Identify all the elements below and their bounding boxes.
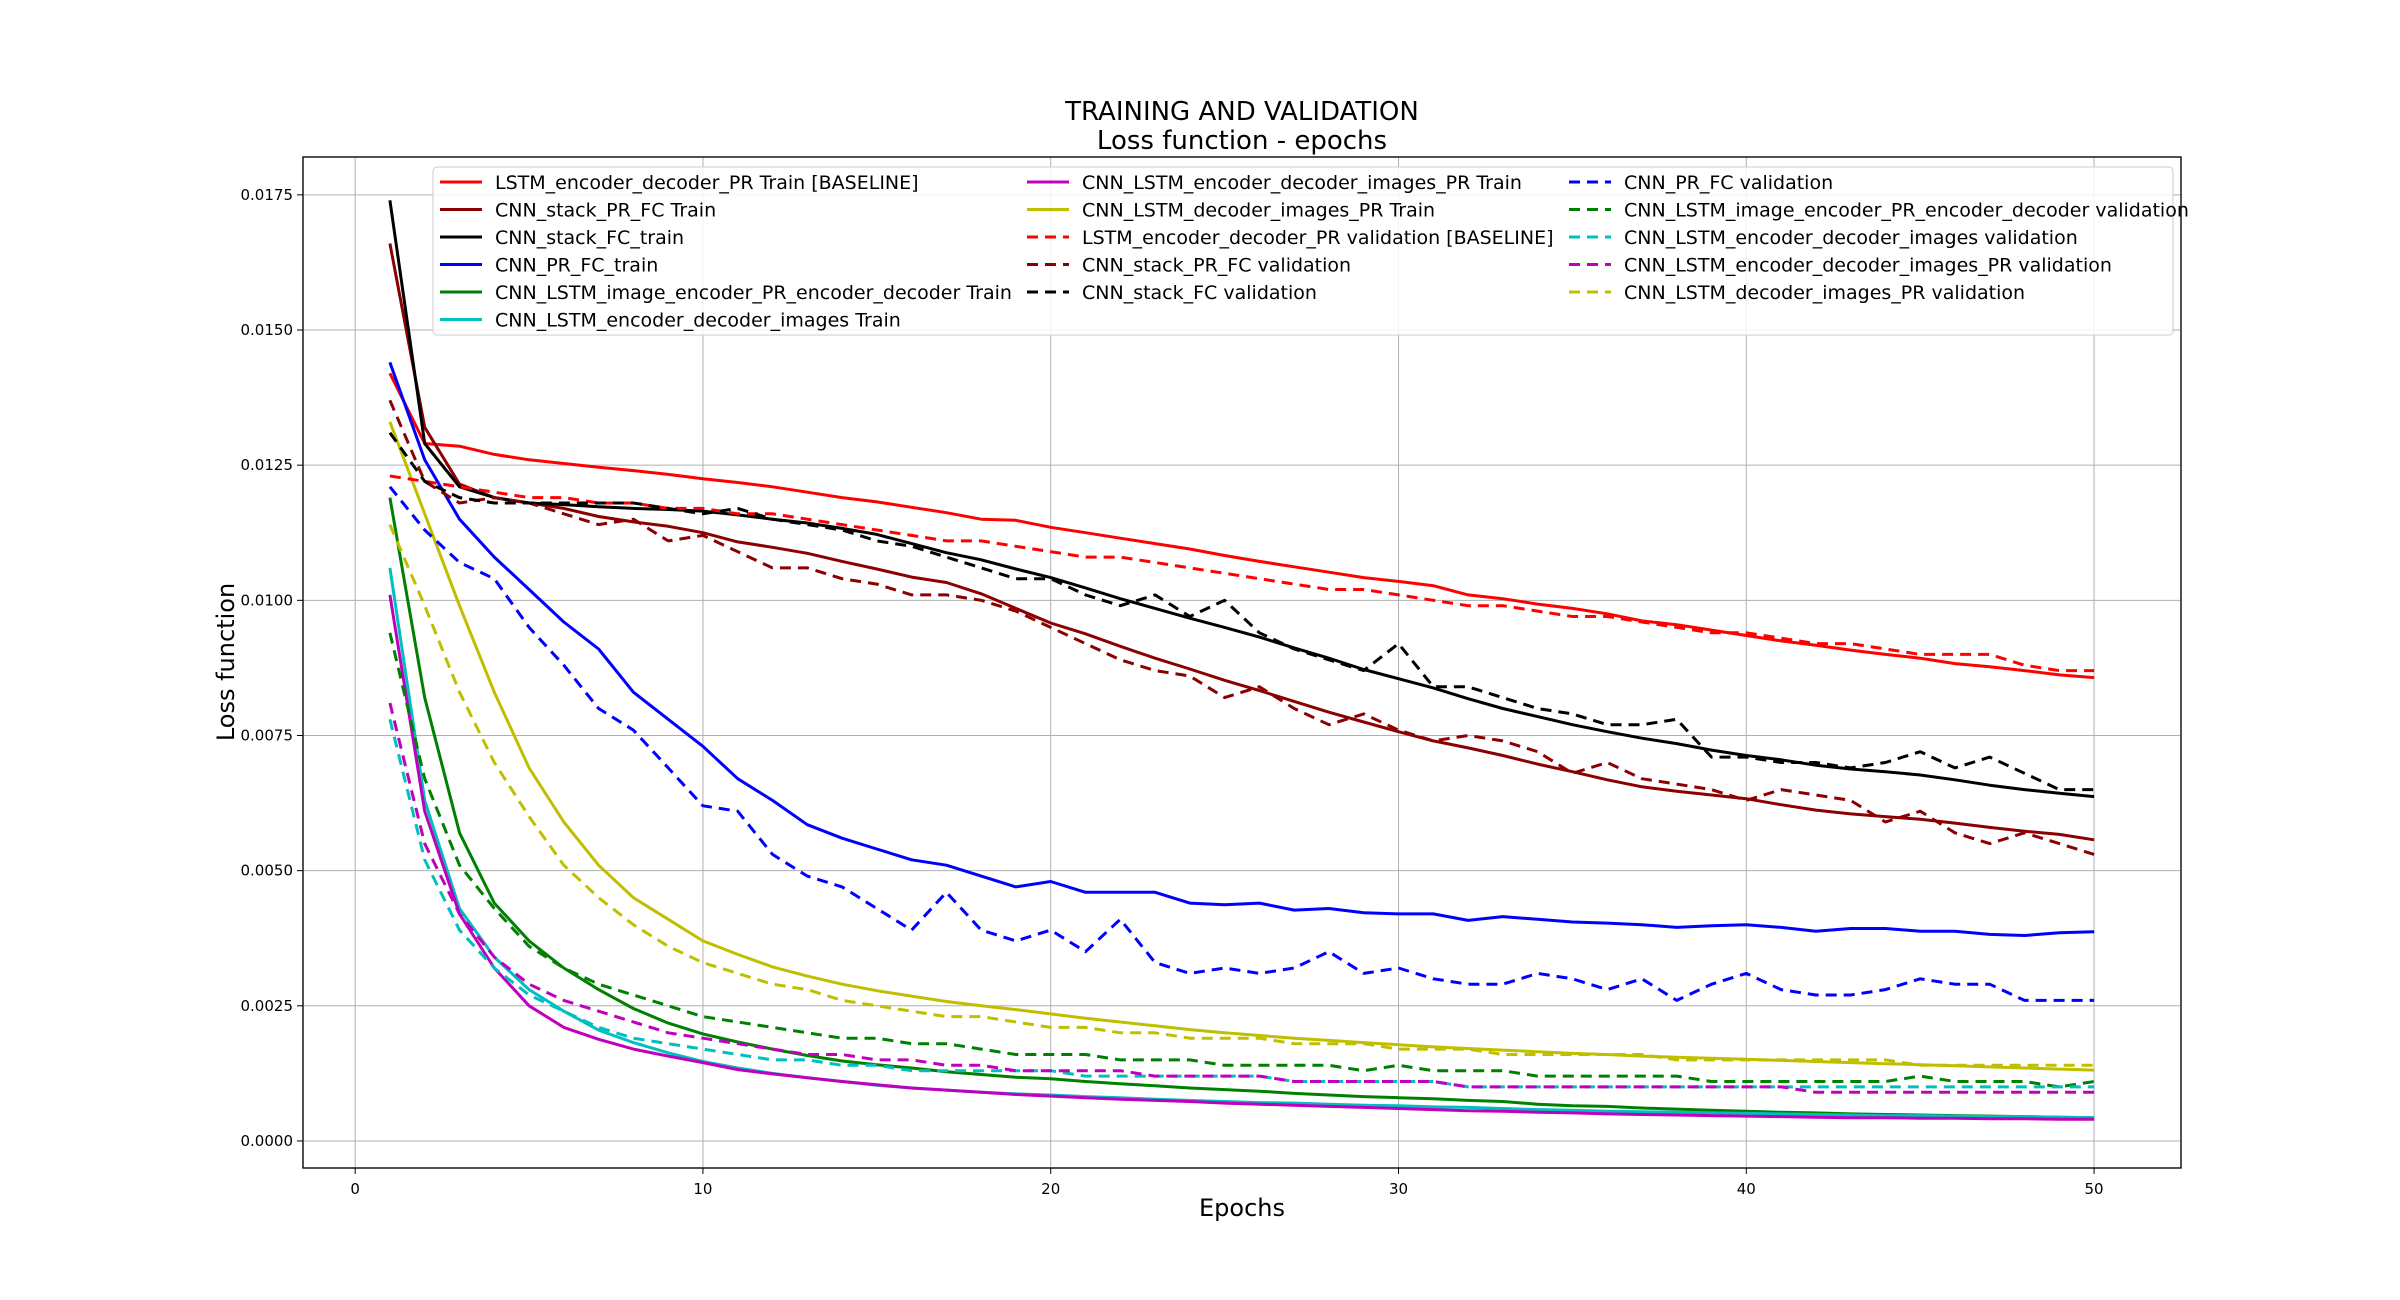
y-axis-label: Loss function <box>212 583 240 741</box>
x-tick-label: 50 <box>2085 1180 2104 1198</box>
legend-label: CNN_LSTM_decoder_images_PR Train <box>1082 200 1435 222</box>
legend-label: CNN_PR_FC_train <box>495 255 658 277</box>
x-axis-label: Epochs <box>1199 1194 1285 1222</box>
legend-label: CNN_stack_PR_FC validation <box>1082 255 1351 277</box>
y-tick-label: 0.0050 <box>241 862 294 880</box>
legend-label: CNN_LSTM_encoder_decoder_images_PR Train <box>1082 172 1522 194</box>
chart-subtitle: Loss function - epochs <box>1097 126 1387 156</box>
y-tick-label: 0.0175 <box>241 186 294 204</box>
chart-title: TRAINING AND VALIDATION <box>1064 97 1419 127</box>
x-tick-label: 40 <box>1737 1180 1756 1198</box>
y-tick-label: 0.0075 <box>241 726 294 744</box>
series-line-2 <box>388 243 2095 842</box>
legend-label: CNN_LSTM_encoder_decoder_images Train <box>495 310 901 332</box>
y-tick-label: 0.0025 <box>241 997 294 1015</box>
y-tick-label: 0.0150 <box>241 321 294 339</box>
series-line-15 <box>388 702 2095 1094</box>
axis-ticks: 0 10 20 30 40 50 0.0000 0.0025 0.0050 0.0075 0.010… <box>241 186 2104 1198</box>
legend-label: CNN_LSTM_image_encoder_PR_encoder_decode… <box>495 282 1012 304</box>
legend-label: CNN_LSTM_image_encoder_PR_encoder_decode… <box>1624 200 2189 222</box>
series-line-4 <box>388 361 2095 937</box>
legend-label: CNN_PR_FC validation <box>1624 172 1833 194</box>
legend-label: CNN_stack_FC_train <box>495 227 684 249</box>
y-tick-label: 0.0100 <box>241 591 294 609</box>
legend-label: LSTM_encoder_decoder_PR Train [BASELINE] <box>495 172 919 194</box>
legend-label: CNN_stack_FC validation <box>1082 282 1317 304</box>
legend-label: CNN_LSTM_encoder_decoder_images validati… <box>1624 227 2078 249</box>
legend-label: CNN_LSTM_decoder_images_PR validation <box>1624 282 2025 304</box>
series-line-5 <box>388 497 2095 1120</box>
y-tick-label: 0.0000 <box>241 1132 294 1150</box>
series-layer <box>388 200 2095 1121</box>
series-line-1 <box>388 372 2095 680</box>
series-line-8 <box>388 421 2095 1072</box>
legend-label: CNN_stack_PR_FC Train <box>495 200 716 222</box>
series-line-16 <box>388 524 2095 1067</box>
legend: LSTM_encoder_decoder_PR Train [BASELINE]… <box>432 166 2189 336</box>
legend-label: LSTM_encoder_decoder_PR validation [BASE… <box>1082 227 1554 249</box>
series-line-10 <box>388 399 2095 856</box>
series-line-11 <box>388 431 2095 792</box>
x-tick-label: 10 <box>693 1180 712 1198</box>
series-line-12 <box>388 485 2095 1002</box>
series-line-7 <box>388 594 2095 1121</box>
x-tick-label: 20 <box>1041 1180 1060 1198</box>
plot-border <box>302 156 2182 1169</box>
y-tick-label: 0.0125 <box>241 456 294 474</box>
series-line-14 <box>388 718 2095 1089</box>
series-line-13 <box>388 632 2095 1089</box>
series-line-6 <box>388 567 2095 1120</box>
legend-box <box>432 166 2174 336</box>
x-tick-label: 30 <box>1389 1180 1408 1198</box>
legend-label: CNN_LSTM_encoder_decoder_images_PR valid… <box>1624 255 2112 277</box>
series-line-9 <box>389 474 2095 673</box>
x-tick-label: 0 <box>350 1180 360 1198</box>
